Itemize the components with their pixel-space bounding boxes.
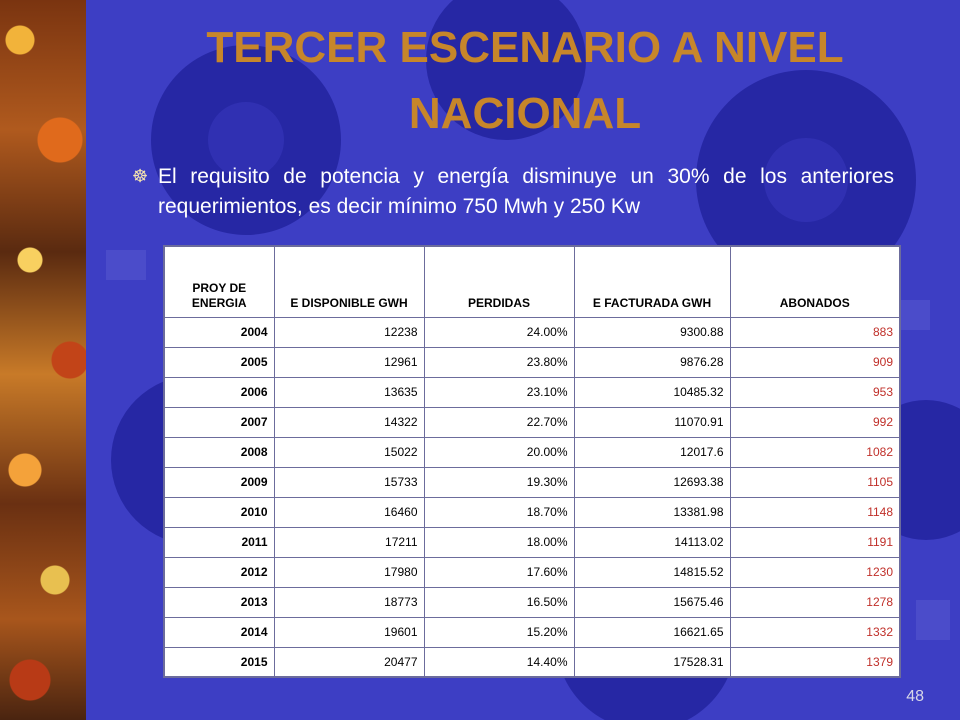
e-facturada-cell: 11070.91	[573, 406, 731, 438]
abonados-cell: 1278	[729, 586, 901, 618]
table-row: 2015 20477 14.40% 17528.31 1379	[163, 646, 901, 678]
e-facturada-cell: 15675.46	[573, 586, 731, 618]
perdidas-cell: 23.10%	[423, 376, 575, 408]
abonados-cell: 1082	[729, 436, 901, 468]
e-facturada-cell: 14113.02	[573, 526, 731, 558]
e-facturada-cell: 16621.65	[573, 616, 731, 648]
year-cell: 2007	[163, 406, 275, 438]
e-disponible-cell: 16460	[273, 496, 425, 528]
table-row: 2013 18773 16.50% 15675.46 1278	[163, 586, 901, 618]
table-row: 2012 17980 17.60% 14815.52 1230	[163, 556, 901, 588]
abonados-cell: 1379	[729, 646, 901, 678]
table-row: 2008 15022 20.00% 12017.6 1082	[163, 436, 901, 468]
table-body: 2004 12238 24.00% 9300.88 883 2005 12961 23.80%…	[163, 316, 901, 678]
year-cell: 2008	[163, 436, 275, 468]
table-row: 2007 14322 22.70% 11070.91 992	[163, 406, 901, 438]
year-cell: 2015	[163, 646, 275, 678]
perdidas-cell: 18.00%	[423, 526, 575, 558]
year-cell: 2014	[163, 616, 275, 648]
perdidas-cell: 14.40%	[423, 646, 575, 678]
abonados-cell: 1230	[729, 556, 901, 588]
e-facturada-cell: 14815.52	[573, 556, 731, 588]
e-disponible-cell: 18773	[273, 586, 425, 618]
gear-shape	[426, 0, 586, 140]
e-disponible-cell: 14322	[273, 406, 425, 438]
e-facturada-cell: 9876.28	[573, 346, 731, 378]
year-cell: 2004	[163, 316, 275, 348]
abonados-cell: 992	[729, 406, 901, 438]
page-number: 48	[906, 688, 924, 705]
e-disponible-cell: 12238	[273, 316, 425, 348]
perdidas-cell: 20.00%	[423, 436, 575, 468]
abonados-cell: 909	[729, 346, 901, 378]
e-disponible-cell: 13635	[273, 376, 425, 408]
header-e-disponible: E DISPONIBLE GWH	[273, 245, 425, 318]
gear-hub	[764, 138, 848, 222]
e-facturada-cell: 10485.32	[573, 376, 731, 408]
table-row: 2004 12238 24.00% 9300.88 883	[163, 316, 901, 348]
year-cell: 2010	[163, 496, 275, 528]
abonados-cell: 1191	[729, 526, 901, 558]
e-disponible-cell: 17980	[273, 556, 425, 588]
e-disponible-cell: 17211	[273, 526, 425, 558]
abonados-cell: 1148	[729, 496, 901, 528]
year-cell: 2005	[163, 346, 275, 378]
table-row: 2009 15733 19.30% 12693.38 1105	[163, 466, 901, 498]
header-perdidas: PERDIDAS	[423, 245, 575, 318]
gear-hub	[208, 102, 284, 178]
table-header-row: PROY DE ENERGIA E DISPONIBLE GWH PERDIDA…	[163, 245, 901, 318]
year-cell: 2012	[163, 556, 275, 588]
e-facturada-cell: 17528.31	[573, 646, 731, 678]
e-disponible-cell: 20477	[273, 646, 425, 678]
e-facturada-cell: 13381.98	[573, 496, 731, 528]
perdidas-cell: 15.20%	[423, 616, 575, 648]
year-cell: 2011	[163, 526, 275, 558]
table-row: 2010 16460 18.70% 13381.98 1148	[163, 496, 901, 528]
header-abonados: ABONADOS	[729, 245, 901, 318]
slide-title-line-1: TERCER ESCENARIO A NIVEL	[206, 23, 844, 72]
table-row: 2006 13635 23.10% 10485.32 953	[163, 376, 901, 408]
gear-tooth	[106, 250, 146, 280]
e-facturada-cell: 12017.6	[573, 436, 731, 468]
slide-title-line-2: NACIONAL	[408, 89, 642, 138]
abonados-cell: 883	[729, 316, 901, 348]
e-disponible-cell: 12961	[273, 346, 425, 378]
energy-projection-table: PROY DE ENERGIA E DISPONIBLE GWH PERDIDA…	[163, 245, 901, 678]
perdidas-cell: 19.30%	[423, 466, 575, 498]
abonados-cell: 953	[729, 376, 901, 408]
perdidas-cell: 22.70%	[423, 406, 575, 438]
perdidas-cell: 24.00%	[423, 316, 575, 348]
gear-bullet-icon: ☸	[132, 166, 149, 186]
header-proy-energia: PROY DE ENERGIA	[163, 245, 275, 318]
e-facturada-cell: 12693.38	[573, 466, 731, 498]
perdidas-cell: 17.60%	[423, 556, 575, 588]
table-row: 2005 12961 23.80% 9876.28 909	[163, 346, 901, 378]
e-disponible-cell: 15022	[273, 436, 425, 468]
abonados-cell: 1332	[729, 616, 901, 648]
year-cell: 2009	[163, 466, 275, 498]
bullet-text: El requisito de potencia y energía dismi…	[158, 165, 894, 218]
perdidas-cell: 16.50%	[423, 586, 575, 618]
year-cell: 2006	[163, 376, 275, 408]
perdidas-cell: 18.70%	[423, 496, 575, 528]
perdidas-cell: 23.80%	[423, 346, 575, 378]
table-row: 2014 19601 15.20% 16621.65 1332	[163, 616, 901, 648]
abonados-cell: 1105	[729, 466, 901, 498]
table-row: 2011 17211 18.00% 14113.02 1191	[163, 526, 901, 558]
header-e-facturada: E FACTURADA GWH	[573, 245, 731, 318]
e-facturada-cell: 9300.88	[573, 316, 731, 348]
e-disponible-cell: 15733	[273, 466, 425, 498]
decorative-left-strip	[0, 0, 86, 720]
year-cell: 2013	[163, 586, 275, 618]
e-disponible-cell: 19601	[273, 616, 425, 648]
gear-tooth	[916, 600, 950, 640]
